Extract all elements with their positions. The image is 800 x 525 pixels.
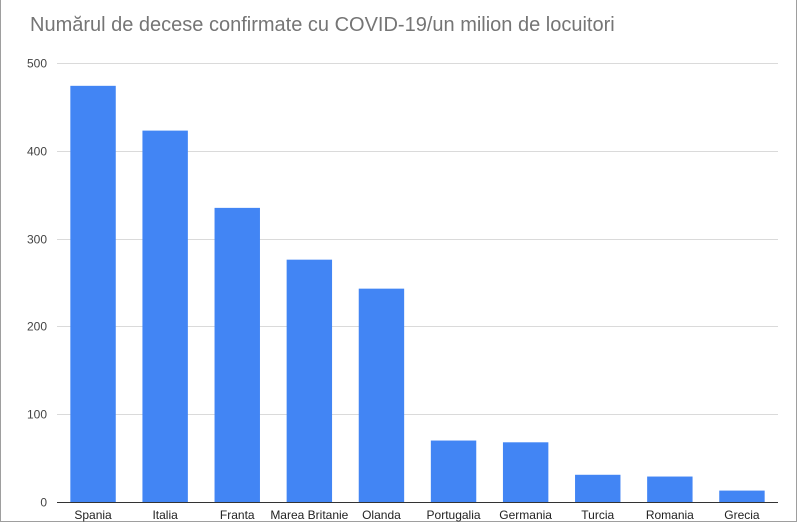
x-tick-label: Spania — [74, 508, 112, 522]
bars — [70, 85, 765, 503]
x-tick-label: Romania — [646, 508, 694, 522]
y-tick-label: 200 — [27, 320, 47, 334]
bar-romania[interactable] — [647, 476, 693, 502]
x-tick-label: Olanda — [362, 508, 401, 522]
y-tick-label: 400 — [27, 145, 47, 159]
bar-franta[interactable] — [214, 207, 260, 502]
bar-portugalia[interactable] — [430, 440, 477, 502]
chart-title: Numărul de decese confirmate cu COVID-19… — [30, 14, 615, 36]
bar-olanda[interactable] — [358, 288, 405, 502]
x-tick-label: Turcia — [581, 508, 614, 522]
x-tick-label: Germania — [499, 508, 552, 522]
x-tick-label: Portugalia — [427, 508, 481, 522]
x-tick-label: Italia — [152, 508, 178, 522]
bar-italia[interactable] — [142, 130, 188, 503]
bar-marea-britanie[interactable] — [286, 259, 333, 502]
x-tick-label: Franta — [220, 508, 255, 522]
y-axis-tick-labels: 0 100 200 300 400 500 — [27, 57, 47, 510]
bar-spania[interactable] — [70, 85, 116, 502]
y-tick-label: 0 — [40, 496, 47, 510]
y-tick-label: 300 — [27, 233, 47, 247]
x-tick-label: Grecia — [724, 508, 760, 522]
y-tick-label: 500 — [27, 57, 47, 71]
x-tick-label: Marea Britanie — [270, 508, 348, 522]
bar-germania[interactable] — [502, 442, 549, 502]
bar-grecia[interactable] — [719, 490, 765, 502]
x-axis-category-labels: Spania Italia Franta Marea Britanie Olanda Po… — [74, 508, 760, 522]
y-tick-label: 100 — [27, 408, 47, 422]
bar-turcia[interactable] — [575, 474, 621, 502]
